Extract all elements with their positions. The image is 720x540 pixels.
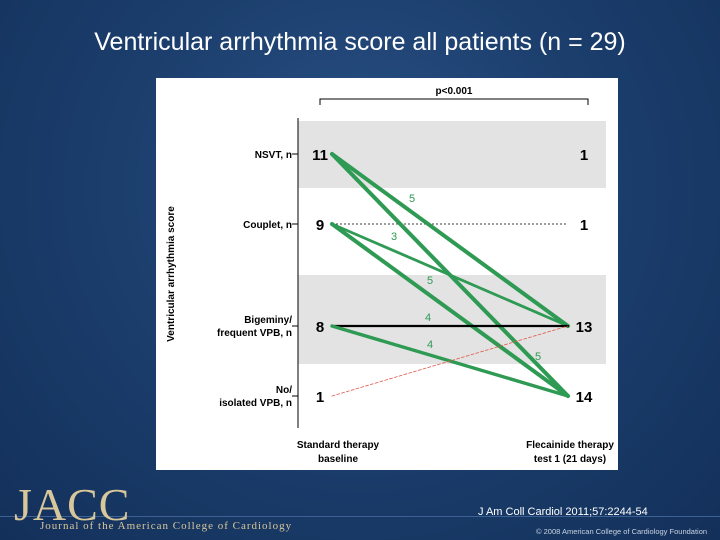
series-line-0-to-2 (330, 152, 570, 328)
baseline-count: 11 (312, 147, 328, 164)
category-label: Bigeminy/ (244, 315, 292, 326)
y-axis-label: Ventricular arrhythmia score (166, 206, 177, 342)
transition-count-label: 4 (427, 339, 433, 351)
category-label: Couplet, n (243, 220, 292, 231)
series-line-1-to-2 (330, 222, 570, 328)
series-line-1-to-3 (330, 222, 570, 398)
flecainide-count: 14 (576, 389, 593, 406)
category-label: isolated VPB, n (219, 398, 292, 409)
transition-count-label: 5 (409, 193, 415, 205)
category-label: No/ (276, 385, 292, 396)
citation: J Am Coll Cardiol 2011;57:2244-54 (478, 506, 648, 518)
flecainide-count: 13 (576, 319, 593, 336)
jacc-logo: JACC (14, 479, 131, 530)
slide-title: Ventricular arrhythmia score all patient… (94, 28, 626, 56)
flecainide-count: 1 (580, 217, 588, 234)
transition-count-label: 4 (425, 312, 431, 324)
category-label: frequent VPB, n (217, 328, 292, 339)
x-tick-label: baseline (318, 454, 358, 465)
footer-rule (0, 516, 720, 517)
copyright: © 2008 American College of Cardiology Fo… (536, 527, 708, 536)
category-band (298, 121, 606, 188)
chart-panel: p<0.001 5 3 5 4 4 5 NSVT, n 11 1 Couplet, n 9 1 Bigem… (156, 78, 618, 470)
category-label: NSVT, n (255, 150, 292, 161)
flecainide-count: 1 (580, 147, 588, 164)
transition-count-label: 5 (535, 351, 541, 363)
series-line-3-to-2 (331, 325, 569, 397)
journal-name: Journal of the American College of Cardi… (40, 520, 293, 532)
significance-label: p<0.001 (436, 86, 473, 97)
baseline-count: 9 (316, 217, 324, 234)
baseline-count: 8 (316, 319, 324, 336)
transition-count-label: 5 (427, 275, 433, 287)
significance-bracket (319, 98, 589, 105)
x-tick-label: test 1 (21 days) (534, 454, 606, 465)
x-tick-label: Flecainide therapy (526, 440, 614, 451)
transition-count-label: 3 (391, 231, 397, 243)
baseline-count: 1 (316, 389, 324, 406)
x-tick-label: Standard therapy (297, 440, 380, 451)
